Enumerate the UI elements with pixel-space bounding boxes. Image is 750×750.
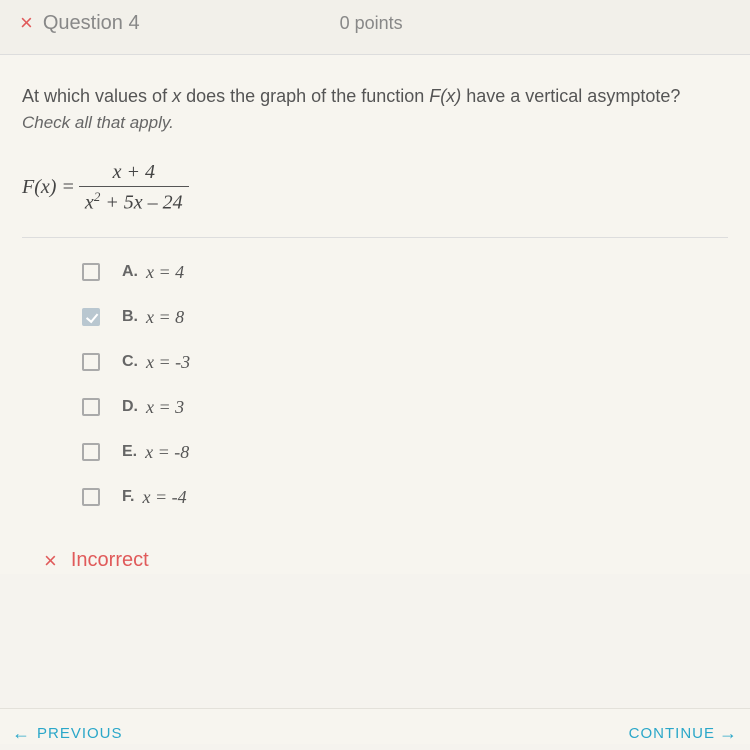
continue-button[interactable]: CONTINUE → xyxy=(629,723,738,744)
answer-choices: A. x = 4 B. x = 8 C. x = -3 D. x = 3 E. … xyxy=(22,262,728,508)
checkbox-c[interactable] xyxy=(82,353,100,371)
choice-text: x = -8 xyxy=(145,442,189,463)
choice-letter: F. xyxy=(122,488,134,506)
choice-text: x = 4 xyxy=(146,262,184,283)
checkbox-d[interactable] xyxy=(82,398,100,416)
arrow-right-icon: → xyxy=(719,723,738,744)
choice-f[interactable]: F. x = -4 xyxy=(82,487,728,508)
choice-e[interactable]: E. x = -8 xyxy=(82,442,728,463)
prompt-text: does the graph of the function xyxy=(181,86,429,106)
divider xyxy=(22,237,728,238)
question-content: At which values of x does the graph of t… xyxy=(0,55,750,574)
nav-footer: ← PREVIOUS CONTINUE → xyxy=(0,708,750,744)
prompt-text: have a vertical asymptote? xyxy=(461,86,680,106)
choice-letter: E. xyxy=(122,443,137,461)
incorrect-x-icon: × xyxy=(20,10,33,36)
choice-a[interactable]: A. x = 4 xyxy=(82,262,728,283)
prompt-fn: F(x) xyxy=(429,86,461,106)
choice-letter: D. xyxy=(122,398,138,416)
choice-text: x = 3 xyxy=(146,397,184,418)
formula-numerator: x + 4 xyxy=(107,161,161,186)
prompt-text: At which values of xyxy=(22,86,172,106)
checkbox-b[interactable] xyxy=(82,308,100,326)
check-all-instruction: Check all that apply. xyxy=(22,113,728,133)
choice-letter: A. xyxy=(122,263,138,281)
checkbox-a[interactable] xyxy=(82,263,100,281)
question-prompt: At which values of x does the graph of t… xyxy=(22,83,728,109)
points-earned: 0 points xyxy=(340,13,403,34)
feedback-x-icon: × xyxy=(44,548,57,574)
feedback-text: Incorrect xyxy=(71,549,149,572)
formula-denominator: x2 + 5x – 24 xyxy=(79,186,189,215)
previous-label: PREVIOUS xyxy=(37,725,123,742)
choice-letter: C. xyxy=(122,353,138,371)
formula-display: F(x) = x + 4 x2 + 5x – 24 xyxy=(22,161,728,215)
choice-letter: B. xyxy=(122,308,138,326)
question-header: × Question 4 0 points xyxy=(0,0,750,55)
prompt-var-x: x xyxy=(172,86,181,106)
feedback-banner: × Incorrect xyxy=(44,548,728,574)
previous-button[interactable]: ← PREVIOUS xyxy=(12,723,123,744)
choice-text: x = 8 xyxy=(146,307,184,328)
question-number: Question 4 xyxy=(43,12,140,35)
choice-text: x = -4 xyxy=(142,487,186,508)
choice-d[interactable]: D. x = 3 xyxy=(82,397,728,418)
continue-label: CONTINUE xyxy=(629,725,715,742)
choice-text: x = -3 xyxy=(146,352,190,373)
choice-c[interactable]: C. x = -3 xyxy=(82,352,728,373)
choice-b[interactable]: B. x = 8 xyxy=(82,307,728,328)
arrow-left-icon: ← xyxy=(12,723,31,744)
formula-lhs: F(x) = xyxy=(22,176,75,199)
checkbox-f[interactable] xyxy=(82,488,100,506)
formula-fraction: x + 4 x2 + 5x – 24 xyxy=(79,161,189,215)
checkbox-e[interactable] xyxy=(82,443,100,461)
